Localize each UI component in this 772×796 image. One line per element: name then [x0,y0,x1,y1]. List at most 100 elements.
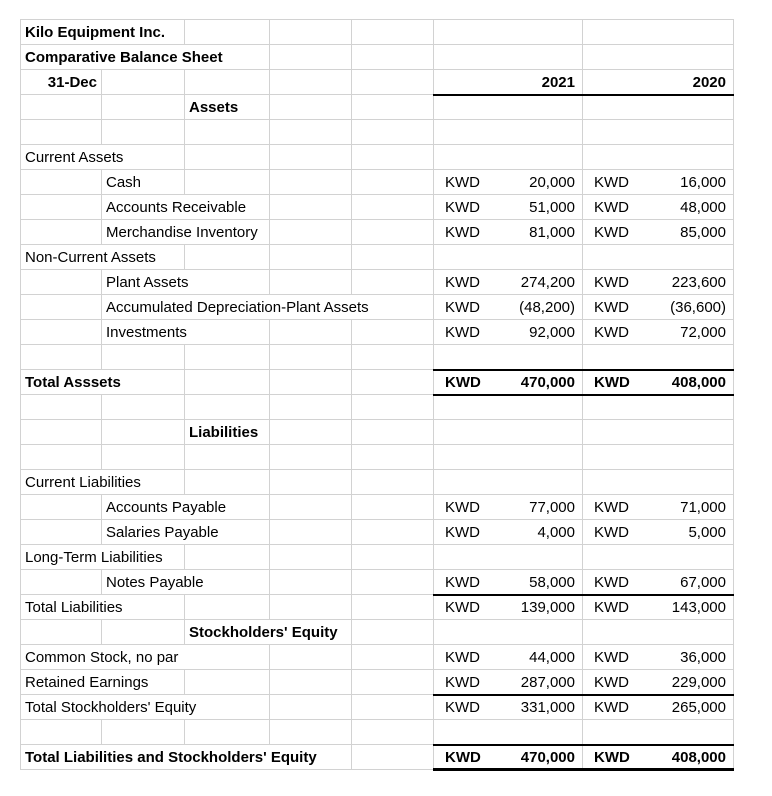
cell-amount-2020-row27[interactable]: KWD 229,000 [583,670,734,695]
cell-empty[interactable] [352,720,434,745]
cell-empty[interactable] [583,445,734,470]
cell-empty[interactable] [434,720,583,745]
cell-amount-2020-row15[interactable]: KWD 408,000 [583,370,734,395]
cell-label-row1[interactable]: Kilo Equipment Inc. [21,20,185,45]
cell-empty[interactable] [434,620,583,645]
cell-empty[interactable] [352,170,434,195]
cell-label-row8[interactable]: Accounts Receivable [102,195,270,220]
cell-empty[interactable] [270,170,352,195]
cell-empty[interactable] [434,420,583,445]
cell-empty[interactable] [352,245,434,270]
cell-empty[interactable] [352,195,434,220]
cell-label-row12[interactable]: Accumulated Depreciation-Plant Assets [102,295,434,320]
cell-amount-2021-row20[interactable]: KWD 77,000 [434,495,583,520]
cell-empty[interactable] [270,145,352,170]
cell-label-row15[interactable]: Total Asssets [21,370,185,395]
cell-empty[interactable] [270,670,352,695]
cell-empty[interactable] [583,120,734,145]
cell-empty[interactable] [352,570,434,595]
cell-empty[interactable] [352,495,434,520]
cell-label-row26[interactable]: Common Stock, no par [21,645,270,670]
cell-empty[interactable] [352,595,434,620]
cell-amount-2020-row23[interactable]: KWD 67,000 [583,570,734,595]
cell-empty[interactable] [21,395,102,420]
cell-label-row19[interactable]: Current Liabilities [21,470,185,495]
cell-label-row22[interactable]: Long-Term Liabilities [21,545,185,570]
cell-empty[interactable] [21,720,102,745]
cell-empty[interactable] [102,95,185,120]
cell-amount-2020-row7[interactable]: KWD 16,000 [583,170,734,195]
cell-empty[interactable] [185,70,270,95]
cell-empty[interactable] [21,295,102,320]
cell-empty[interactable] [352,45,434,70]
cell-empty[interactable] [434,245,583,270]
cell-label-row27[interactable]: Retained Earnings [21,670,185,695]
cell-label-row9[interactable]: Merchandise Inventory [102,220,270,245]
cell-year-2020[interactable]: 2020 [583,70,734,95]
cell-empty[interactable] [352,620,434,645]
cell-empty[interactable] [583,720,734,745]
cell-empty[interactable] [352,20,434,45]
cell-label-row13[interactable]: Investments [102,320,270,345]
cell-empty[interactable] [352,545,434,570]
cell-empty[interactable] [434,395,583,420]
cell-label-row23[interactable]: Notes Payable [102,570,270,595]
cell-empty[interactable] [21,420,102,445]
cell-empty[interactable] [352,695,434,720]
cell-empty[interactable] [583,395,734,420]
cell-empty[interactable] [352,120,434,145]
cell-empty[interactable] [583,145,734,170]
cell-label-row2[interactable]: Comparative Balance Sheet [21,45,270,70]
cell-empty[interactable] [352,95,434,120]
cell-amount-2020-row21[interactable]: KWD 5,000 [583,520,734,545]
cell-empty[interactable] [434,470,583,495]
cell-label-row7[interactable]: Cash [102,170,185,195]
cell-empty[interactable] [270,270,352,295]
cell-label-row10[interactable]: Non-Current Assets [21,245,185,270]
cell-empty[interactable] [434,345,583,370]
cell-empty[interactable] [102,120,185,145]
cell-empty[interactable] [352,395,434,420]
cell-empty[interactable] [352,70,434,95]
cell-amount-2020-row20[interactable]: KWD 71,000 [583,495,734,520]
cell-amount-2020-row26[interactable]: KWD 36,000 [583,645,734,670]
cell-empty[interactable] [102,395,185,420]
cell-empty[interactable] [583,545,734,570]
cell-amount-2021-row8[interactable]: KWD 51,000 [434,195,583,220]
cell-label-row21[interactable]: Salaries Payable [102,520,270,545]
cell-empty[interactable] [352,470,434,495]
cell-empty[interactable] [185,145,270,170]
cell-empty[interactable] [21,95,102,120]
cell-empty[interactable] [185,595,270,620]
cell-empty[interactable] [185,670,270,695]
cell-amount-2021-row30[interactable]: KWD 470,000 [434,745,583,770]
cell-empty[interactable] [352,745,434,770]
cell-empty[interactable] [270,545,352,570]
cell-empty[interactable] [102,620,185,645]
cell-empty[interactable] [185,395,270,420]
cell-empty[interactable] [270,470,352,495]
cell-empty[interactable] [270,20,352,45]
cell-label-row6[interactable]: Current Assets [21,145,185,170]
cell-empty[interactable] [21,270,102,295]
cell-empty[interactable] [352,270,434,295]
cell-amount-2021-row28[interactable]: KWD 331,000 [434,695,583,720]
cell-empty[interactable] [21,170,102,195]
cell-empty[interactable] [270,645,352,670]
cell-empty[interactable] [185,370,270,395]
cell-empty[interactable] [352,145,434,170]
cell-label-row17[interactable]: Liabilities [185,420,270,445]
cell-amount-2021-row21[interactable]: KWD 4,000 [434,520,583,545]
cell-empty[interactable] [21,445,102,470]
cell-empty[interactable] [352,645,434,670]
cell-empty[interactable] [270,120,352,145]
cell-amount-2021-row9[interactable]: KWD 81,000 [434,220,583,245]
cell-empty[interactable] [21,570,102,595]
cell-empty[interactable] [21,320,102,345]
cell-amount-2020-row11[interactable]: KWD 223,600 [583,270,734,295]
cell-empty[interactable] [352,220,434,245]
cell-empty[interactable] [185,445,270,470]
cell-amount-2020-row24[interactable]: KWD 143,000 [583,595,734,620]
cell-empty[interactable] [583,470,734,495]
cell-empty[interactable] [583,95,734,120]
